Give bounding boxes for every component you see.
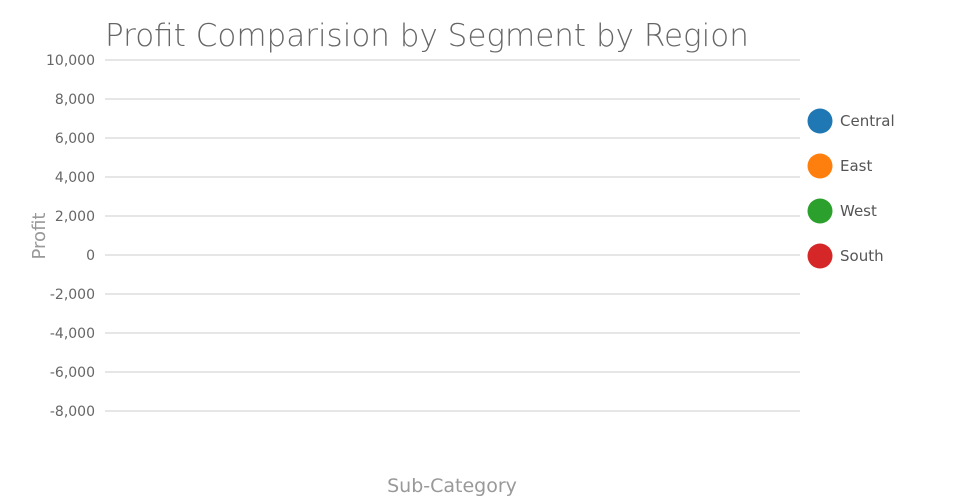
legend-marker-east: [807, 153, 833, 179]
y-tick-label: -6,000: [50, 365, 95, 381]
y-tick-label: 4,000: [55, 170, 95, 186]
legend-label-south: South: [840, 247, 884, 265]
y-tick-label: -8,000: [50, 404, 95, 420]
legend-label-east: East: [840, 157, 872, 175]
y-tick-label: -4,000: [50, 326, 95, 342]
y-tick-label: 0: [86, 248, 95, 264]
legend-label-west: West: [840, 202, 877, 220]
legend-marker-west: [807, 198, 833, 224]
y-tick-label: -2,000: [50, 287, 95, 303]
legend-marker-south: [807, 243, 833, 269]
legend-marker-central: [807, 108, 833, 134]
chart-title: Profit Comparision by Segment by Region: [105, 18, 749, 54]
y-axis-label: Profit: [29, 213, 50, 260]
y-tick-label: 8,000: [55, 92, 95, 108]
y-tick-label: 10,000: [46, 53, 95, 69]
y-tick-label: 2,000: [55, 209, 95, 225]
y-tick-label: 6,000: [55, 131, 95, 147]
legend-label-central: Central: [840, 112, 895, 130]
x-axis-label: Sub-Category: [387, 475, 517, 497]
